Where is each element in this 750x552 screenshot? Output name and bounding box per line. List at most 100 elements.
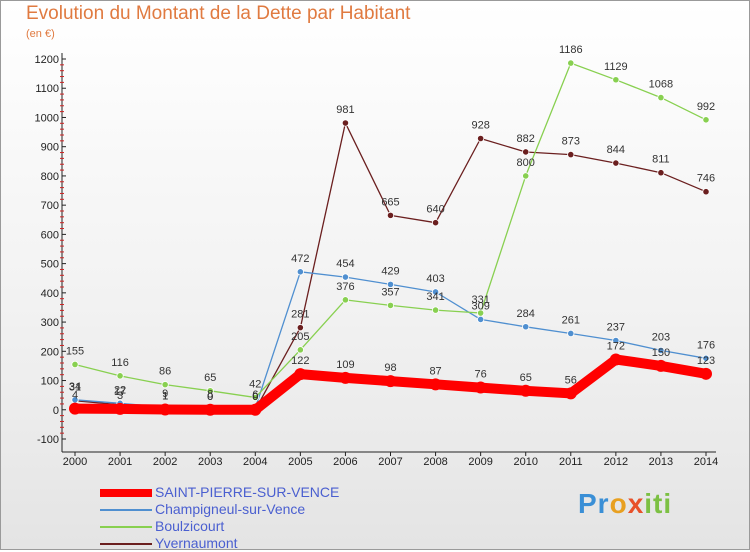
data-label-yvernaumont: 882 <box>517 133 535 145</box>
data-point-saint-pierre-sur-vence <box>654 359 667 372</box>
data-label-saint-pierre-sur-vence: 76 <box>475 369 487 381</box>
data-point-champigneul-sur-vence <box>522 323 530 331</box>
data-point-boulzicourt <box>522 172 530 180</box>
data-label-boulzicourt: 1186 <box>559 44 583 56</box>
legend-swatch-yvernaumont <box>100 543 152 545</box>
data-label-yvernaumont: 1 <box>162 390 168 402</box>
data-label-boulzicourt: 86 <box>159 366 171 378</box>
data-point-yvernaumont <box>657 169 665 177</box>
data-point-champigneul-sur-vence <box>477 315 485 324</box>
chart-title: Evolution du Montant de la Dette par Hab… <box>26 3 411 24</box>
data-point-boulzicourt <box>71 360 79 369</box>
data-point-boulzicourt <box>702 116 710 124</box>
data-label-yvernaumont: 844 <box>607 144 625 156</box>
y-tick-label: 0 <box>53 405 59 417</box>
data-label-boulzicourt: 42 <box>249 378 261 390</box>
x-tick-label: 2007 <box>378 456 402 468</box>
data-point-saint-pierre-sur-vence <box>339 371 352 384</box>
data-label-yvernaumont: 665 <box>381 196 399 208</box>
data-label-yvernaumont: 811 <box>652 154 670 166</box>
data-label-saint-pierre-sur-vence: 87 <box>429 365 441 377</box>
data-label-boulzicourt: 205 <box>291 331 309 343</box>
data-point-saint-pierre-sur-vence <box>700 367 712 380</box>
data-label-champigneul-sur-vence: 34 <box>69 381 81 393</box>
data-label-champigneul-sur-vence: 6 <box>252 389 258 401</box>
x-tick-label: 2001 <box>108 456 132 468</box>
data-label-boulzicourt: 341 <box>426 291 444 303</box>
data-point-saint-pierre-sur-vence <box>609 353 622 366</box>
legend-label: SAINT-PIERRE-SUR-VENCE <box>155 484 340 500</box>
data-point-boulzicourt <box>431 306 440 314</box>
data-point-champigneul-sur-vence <box>657 346 665 355</box>
data-point-champigneul-sur-vence <box>296 268 304 276</box>
chart-subtitle: (en €) <box>26 28 55 40</box>
logo-part: iti <box>644 488 673 519</box>
data-label-saint-pierre-sur-vence: 1 <box>162 390 168 402</box>
data-point-saint-pierre-sur-vence <box>384 375 397 388</box>
data-label-yvernaumont: 281 <box>291 309 309 321</box>
data-label-champigneul-sur-vence: 8 <box>207 388 213 400</box>
x-tick-label: 2004 <box>243 456 267 468</box>
data-label-saint-pierre-sur-vence: 172 <box>607 340 625 352</box>
data-label-champigneul-sur-vence: 9 <box>162 388 168 400</box>
data-label-yvernaumont: 640 <box>426 204 444 216</box>
logo-part: o <box>609 488 628 519</box>
legend-label: Champigneul-sur-Vence <box>155 501 306 517</box>
x-tick-label: 2000 <box>63 456 87 468</box>
data-point-boulzicourt <box>116 372 124 380</box>
data-point-boulzicourt <box>657 93 665 102</box>
data-point-champigneul-sur-vence <box>431 288 440 296</box>
data-point-yvernaumont <box>477 134 485 143</box>
data-label-boulzicourt: 800 <box>517 157 535 169</box>
x-tick-label: 2005 <box>288 456 312 468</box>
y-tick-label: -100 <box>37 434 59 446</box>
data-label-saint-pierre-sur-vence: 123 <box>697 355 715 367</box>
data-label-saint-pierre-sur-vence: 65 <box>520 372 532 384</box>
data-label-saint-pierre-sur-vence: 56 <box>565 374 577 386</box>
data-point-champigneul-sur-vence <box>612 336 620 345</box>
data-label-champigneul-sur-vence: 261 <box>562 314 580 326</box>
data-point-boulzicourt <box>477 309 485 317</box>
x-tick-label: 2010 <box>513 456 537 468</box>
data-label-yvernaumont: 17 <box>114 386 126 398</box>
data-label-saint-pierre-sur-vence: 122 <box>291 355 309 367</box>
legend-label: Yvernaumont <box>155 535 238 551</box>
y-tick-label: 100 <box>41 376 59 388</box>
y-tick-label: 1200 <box>35 54 59 66</box>
legend-swatch-boulzicourt <box>100 526 152 528</box>
x-tick-label: 2014 <box>694 456 718 468</box>
data-point-yvernaumont <box>522 148 530 156</box>
data-label-saint-pierre-sur-vence: 4 <box>72 390 78 402</box>
data-point-yvernaumont <box>341 119 350 127</box>
data-point-boulzicourt <box>206 387 214 395</box>
y-tick-label: 300 <box>41 317 59 329</box>
data-point-champigneul-sur-vence <box>386 280 395 288</box>
data-label-yvernaumont: 31 <box>69 382 81 394</box>
data-point-boulzicourt <box>296 346 304 354</box>
y-tick-label: 600 <box>41 229 59 241</box>
data-label-champigneul-sur-vence: 237 <box>607 321 625 333</box>
data-label-yvernaumont: 928 <box>471 120 489 132</box>
data-point-yvernaumont <box>296 324 304 332</box>
data-label-boulzicourt: 357 <box>381 286 399 298</box>
data-point-saint-pierre-sur-vence <box>249 403 262 416</box>
legend-swatch-saint-pierre-sur-vence <box>100 489 152 497</box>
data-point-saint-pierre-sur-vence <box>564 387 577 400</box>
data-point-champigneul-sur-vence <box>341 273 350 281</box>
data-point-boulzicourt <box>567 59 575 67</box>
data-label-boulzicourt: 65 <box>204 372 216 384</box>
legend-swatch-champigneul-sur-vence <box>100 509 152 511</box>
logo-part: Pr <box>578 488 610 519</box>
data-label-champigneul-sur-vence: 22 <box>114 384 126 396</box>
data-label-yvernaumont: 746 <box>697 173 715 185</box>
data-label-yvernaumont: 0 <box>252 391 258 403</box>
data-point-saint-pierre-sur-vence <box>429 378 442 391</box>
data-point-saint-pierre-sur-vence <box>519 384 532 397</box>
data-point-boulzicourt <box>161 381 169 389</box>
data-point-yvernaumont <box>386 211 395 219</box>
x-tick-label: 2011 <box>559 456 583 468</box>
data-label-saint-pierre-sur-vence: 98 <box>384 362 396 374</box>
